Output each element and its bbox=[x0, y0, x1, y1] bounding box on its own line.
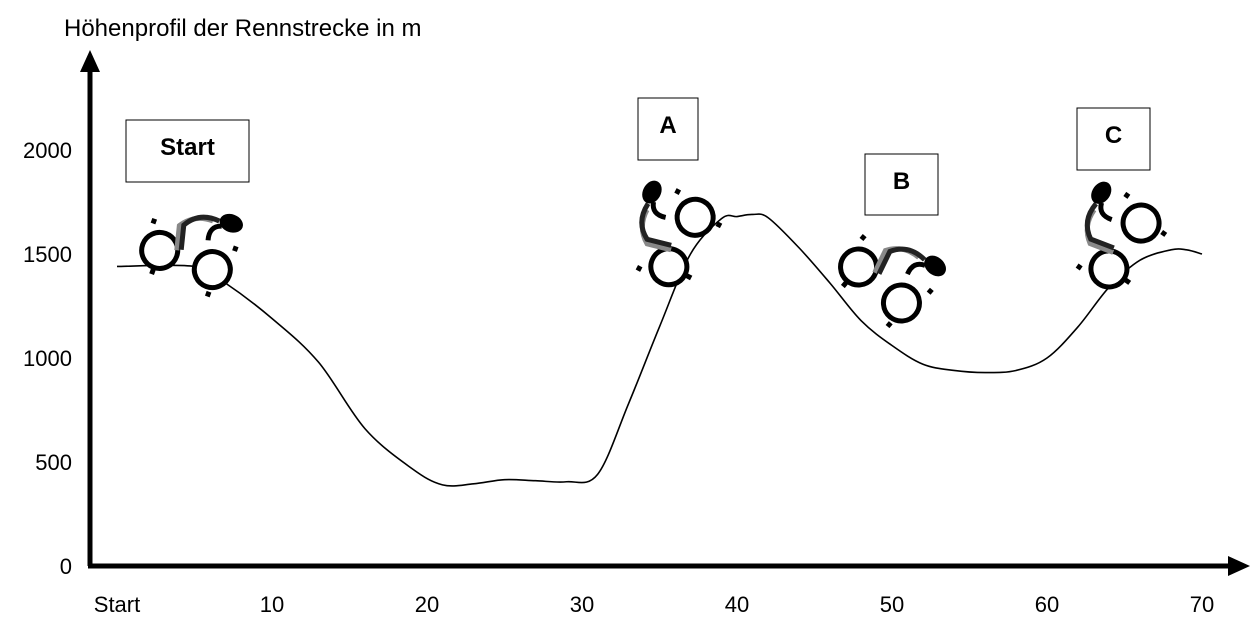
pedal-mark-icon bbox=[1075, 263, 1083, 271]
rider-back-icon bbox=[178, 214, 221, 251]
y-tick-label: 0 bbox=[60, 554, 72, 579]
rider-arm-icon bbox=[1098, 202, 1113, 222]
rider-leg-icon bbox=[872, 246, 921, 274]
pedal-mark-icon bbox=[635, 265, 643, 272]
y-tick-labels: 0 500 1000 1500 2000 bbox=[23, 138, 72, 579]
x-tick-label: 60 bbox=[1035, 592, 1059, 617]
axes bbox=[80, 50, 1250, 576]
annotation-box bbox=[125, 119, 250, 183]
cyclist-b-icon bbox=[838, 233, 946, 329]
y-tick-label: 500 bbox=[35, 450, 72, 475]
x-tick-label: 50 bbox=[880, 592, 904, 617]
cyclist-c-icon bbox=[1075, 181, 1168, 290]
cyclist-a-icon bbox=[635, 180, 723, 288]
y-tick-label: 1500 bbox=[23, 242, 72, 267]
x-tick-label: 20 bbox=[415, 592, 439, 617]
y-tick-label: 2000 bbox=[23, 138, 72, 163]
y-axis-arrow bbox=[80, 50, 100, 72]
annotation-box bbox=[637, 97, 699, 161]
chart-title: Höhenprofil der Rennstrecke in m bbox=[64, 15, 422, 42]
y-tick-label: 1000 bbox=[23, 346, 72, 371]
pedal-mark-icon bbox=[204, 290, 212, 298]
rider-head-icon bbox=[642, 180, 662, 204]
x-tick-labels: Start 10 20 30 40 50 60 70 bbox=[94, 592, 1214, 617]
pedal-mark-icon bbox=[674, 188, 682, 195]
pedal-mark-icon bbox=[885, 321, 893, 329]
pedal-mark-icon bbox=[859, 233, 867, 242]
pedal-mark-icon bbox=[150, 217, 158, 225]
annotation-boxes: Start A B C bbox=[125, 97, 1151, 216]
pedal-mark-icon bbox=[232, 245, 239, 252]
rider-back-icon bbox=[1084, 202, 1115, 251]
front-wheel-icon bbox=[1120, 202, 1162, 244]
rider-back-icon bbox=[639, 202, 672, 248]
x-tick-label: Start bbox=[94, 592, 140, 617]
rider-head-icon bbox=[924, 255, 946, 277]
rider-arm-icon bbox=[205, 223, 222, 241]
elevation-line bbox=[116, 213, 1203, 487]
cyclist-start-icon bbox=[139, 213, 243, 298]
pedal-mark-icon bbox=[149, 268, 156, 275]
front-wheel-icon bbox=[880, 282, 922, 324]
pedal-mark-icon bbox=[685, 273, 693, 281]
pedal-mark-icon bbox=[926, 287, 934, 295]
rider-leg-icon bbox=[1084, 208, 1115, 255]
x-tick-label: 10 bbox=[260, 592, 284, 617]
annotation-label: Start bbox=[160, 134, 215, 161]
annotation-label: C bbox=[1105, 122, 1122, 149]
annotation-label: B bbox=[893, 168, 910, 195]
x-axis-arrow bbox=[1228, 556, 1250, 576]
pedal-mark-icon bbox=[715, 221, 723, 229]
pedal-mark-icon bbox=[1124, 277, 1132, 285]
pedal-mark-icon bbox=[1123, 191, 1131, 199]
rear-wheel-icon bbox=[648, 246, 690, 288]
rider-head-icon bbox=[219, 213, 243, 233]
series-group bbox=[116, 213, 1203, 487]
cyclists bbox=[139, 180, 1168, 329]
annotation-box bbox=[864, 153, 939, 216]
x-tick-label: 70 bbox=[1190, 592, 1214, 617]
annotation-box bbox=[1076, 107, 1151, 171]
pedal-mark-icon bbox=[840, 281, 848, 289]
front-wheel-icon bbox=[191, 249, 233, 291]
front-wheel-icon bbox=[674, 196, 716, 238]
rider-arm-icon bbox=[650, 201, 667, 220]
x-tick-label: 30 bbox=[570, 592, 594, 617]
annotation-label: A bbox=[659, 112, 676, 139]
rear-wheel-icon bbox=[1088, 248, 1130, 290]
pedal-mark-icon bbox=[1160, 229, 1168, 237]
rear-wheel-icon bbox=[838, 246, 880, 288]
rear-wheel-icon bbox=[139, 229, 181, 271]
rider-back-icon bbox=[876, 246, 927, 275]
x-tick-label: 40 bbox=[725, 592, 749, 617]
rider-head-icon bbox=[1091, 181, 1112, 204]
rider-arm-icon bbox=[905, 261, 927, 276]
